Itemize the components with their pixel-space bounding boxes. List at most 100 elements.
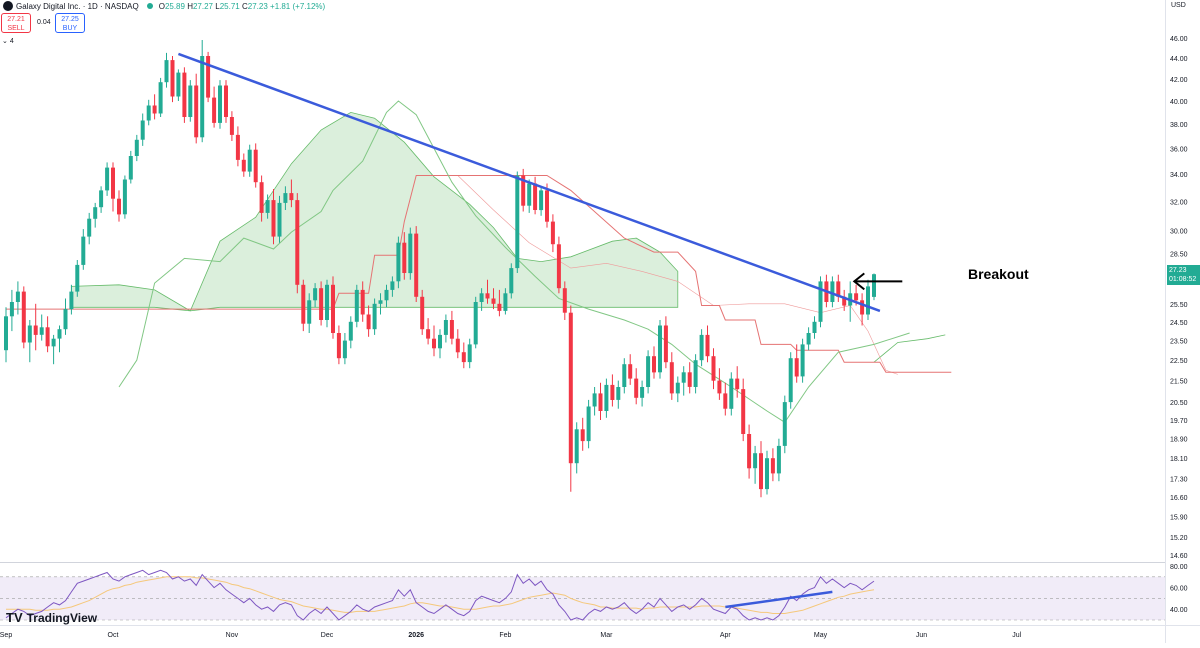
symbol-logo-icon (3, 1, 13, 11)
rsi-divergence-trendline[interactable] (725, 590, 833, 609)
price-tick-label: 44.00 (1170, 56, 1188, 63)
candle-body (206, 56, 211, 98)
symbol-title[interactable]: Galaxy Digital Inc. · 1D · NASDAQ (16, 1, 139, 11)
price-tick-label: 19.70 (1170, 418, 1188, 425)
candle-body (4, 316, 8, 351)
candle-body (616, 387, 621, 400)
sell-button[interactable]: 27.21 SELL (1, 13, 31, 33)
candle-body (342, 340, 347, 359)
candle-body (277, 202, 282, 237)
candle-body (200, 56, 205, 138)
candle-body (473, 302, 478, 345)
price-tick-label: 24.50 (1170, 320, 1188, 327)
price-tick-label: 23.50 (1170, 339, 1188, 346)
candle-body (69, 291, 74, 310)
time-tick-label: Apr (720, 632, 732, 639)
candle-body (253, 149, 258, 183)
candle-body (711, 356, 716, 381)
candle-body (521, 175, 526, 206)
candle-body (164, 60, 169, 83)
price-axis-border (1165, 0, 1166, 643)
time-tick-label: Mar (600, 632, 613, 639)
candle-body (194, 85, 199, 138)
candle-body (509, 268, 514, 294)
price-tick-label: 40.00 (1170, 99, 1188, 106)
arrow-head-icon (852, 272, 865, 291)
chevron-down-icon: ⌄ (2, 38, 8, 45)
candle-body (556, 244, 561, 289)
candle-body (229, 117, 234, 135)
candle-body (87, 218, 92, 237)
candle-body (663, 325, 668, 363)
candle-body (699, 334, 704, 361)
candle-body (598, 393, 603, 411)
candle-body (152, 105, 157, 114)
price-tick-label: 28.50 (1170, 252, 1188, 259)
resistance-trendline[interactable] (177, 52, 881, 313)
candle-body (580, 429, 585, 442)
candle-body (414, 233, 419, 297)
candle-body (765, 458, 769, 490)
candle-body (402, 242, 407, 273)
price-tick-label: 22.50 (1170, 358, 1188, 365)
price-tick-label: 25.50 (1170, 302, 1188, 309)
candle-body (782, 402, 787, 446)
candle-body (497, 303, 502, 311)
candle-body (705, 334, 710, 357)
price-tick-label: 34.00 (1170, 172, 1188, 179)
currency-label[interactable]: USD (1171, 2, 1186, 9)
price-tick-label: 17.30 (1170, 477, 1188, 484)
time-tick-label: Nov (226, 632, 239, 639)
candle-body (818, 281, 823, 322)
price-tick-label: 15.90 (1170, 515, 1188, 522)
buy-button[interactable]: 27.25 BUY (55, 13, 85, 33)
rsi-tick-label: 80.00 (1170, 564, 1188, 571)
time-tick-label: Oct (108, 632, 119, 639)
candle-body (687, 372, 692, 387)
candle-body (111, 167, 115, 199)
candle-body (479, 293, 484, 302)
candle-body (170, 60, 175, 97)
candle-body (693, 360, 698, 387)
tradingview-logo[interactable]: TV TradingView (6, 610, 97, 625)
candle-body (134, 139, 139, 156)
candle-body (146, 105, 151, 121)
candle-body (723, 393, 728, 409)
candle-body (117, 198, 121, 215)
candle-body (747, 434, 752, 469)
candle-body (652, 356, 656, 373)
ichimoku-cloud-bullish (71, 111, 679, 312)
time-tick-label: 2026 (408, 632, 424, 639)
time-tick-label: Sep (0, 632, 12, 639)
market-status-icon (146, 3, 153, 9)
indicators-toggle[interactable]: ⌄ 4 (2, 37, 14, 45)
candle-body (336, 333, 341, 359)
candle-body (830, 281, 835, 302)
candle-body (33, 325, 38, 335)
price-tick-label: 42.00 (1170, 77, 1188, 84)
candle-body (788, 358, 793, 403)
candle-body (348, 321, 353, 341)
candle-body (794, 358, 799, 377)
candle-body (57, 329, 62, 339)
candle-body (735, 378, 740, 390)
ohlc-readout: O25.89 H27.27 L25.71 C27.23 +1.81 (+7.12… (159, 2, 325, 11)
tradingview-mark-icon: TV (6, 610, 23, 625)
candle-body (289, 193, 294, 201)
candle-body (717, 380, 722, 394)
open-label: O (158, 1, 165, 11)
low-label: L (215, 1, 220, 11)
high-value: 27.27 (192, 1, 214, 11)
candle-body (812, 321, 817, 333)
price-tick-label: 18.10 (1170, 456, 1188, 463)
candle-body (753, 453, 758, 469)
candle-body (503, 293, 508, 311)
rsi-tick-label: 60.00 (1170, 586, 1188, 593)
candle-body (533, 183, 538, 210)
candle-body (449, 320, 454, 339)
candle-body (259, 182, 264, 213)
candle-body (176, 72, 181, 97)
candle-body (182, 72, 187, 117)
